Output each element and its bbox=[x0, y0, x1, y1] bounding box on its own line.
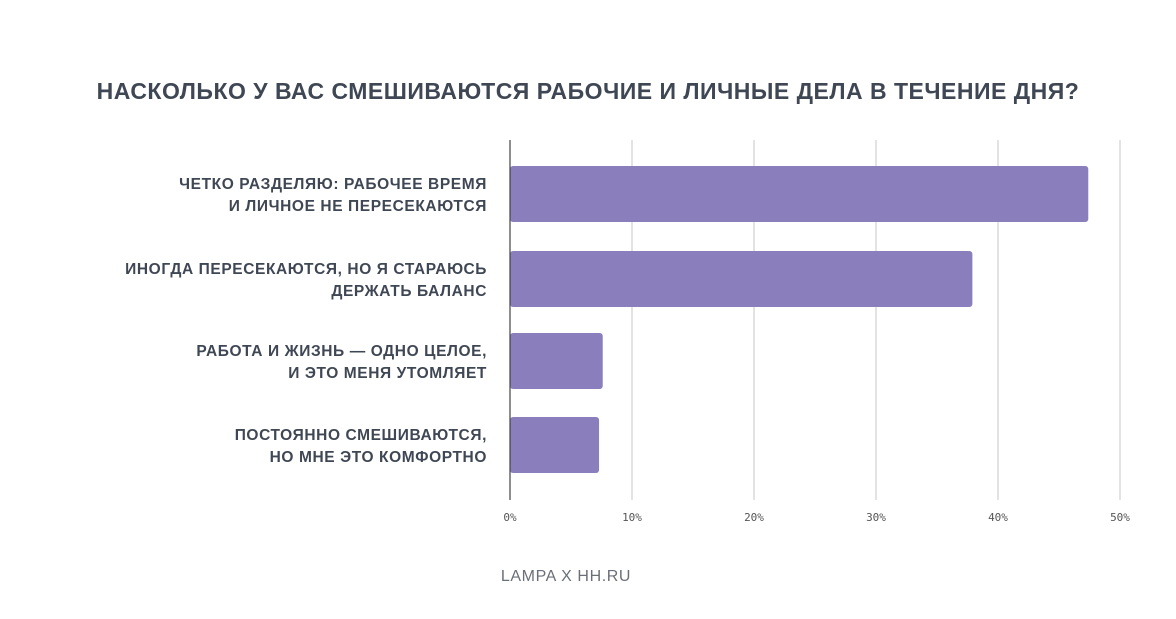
x-tick-label: 10% bbox=[622, 511, 642, 524]
chart-title: НАСКОЛЬКО У ВАС СМЕШИВАЮТСЯ РАБОЧИЕ И ЛИ… bbox=[96, 78, 1080, 104]
category-label: ИНОГДА ПЕРЕСЕКАЮТСЯ, НО Я СТАРАЮСЬ bbox=[125, 261, 487, 278]
bar bbox=[510, 417, 600, 473]
category-label: И ЛИЧНОЕ НЕ ПЕРЕСЕКАЮТСЯ bbox=[229, 198, 487, 215]
x-tick-label: 40% bbox=[988, 511, 1008, 524]
category-label: ДЕРЖАТЬ БАЛАНС bbox=[331, 283, 487, 300]
x-tick-label: 50% bbox=[1110, 511, 1130, 524]
category-label: ЧЕТКО РАЗДЕЛЯЮ: РАБОЧЕЕ ВРЕМЯ bbox=[179, 176, 487, 193]
x-tick-label: 30% bbox=[866, 511, 886, 524]
category-label: И ЭТО МЕНЯ УТОМЛЯЕТ bbox=[288, 365, 487, 382]
x-tick-label: 0% bbox=[503, 511, 517, 524]
bar bbox=[510, 251, 973, 307]
source-footer: LAMPA X HH.RU bbox=[500, 568, 632, 585]
bar bbox=[510, 166, 1089, 222]
category-label: ПОСТОЯННО СМЕШИВАЮТСЯ, bbox=[235, 427, 487, 444]
category-label: НО МНЕ ЭТО КОМФОРТНО bbox=[270, 449, 487, 466]
x-tick-label: 20% bbox=[744, 511, 764, 524]
category-label: РАБОТА И ЖИЗНЬ — ОДНО ЦЕЛОЕ, bbox=[196, 343, 487, 360]
bar bbox=[510, 333, 603, 389]
